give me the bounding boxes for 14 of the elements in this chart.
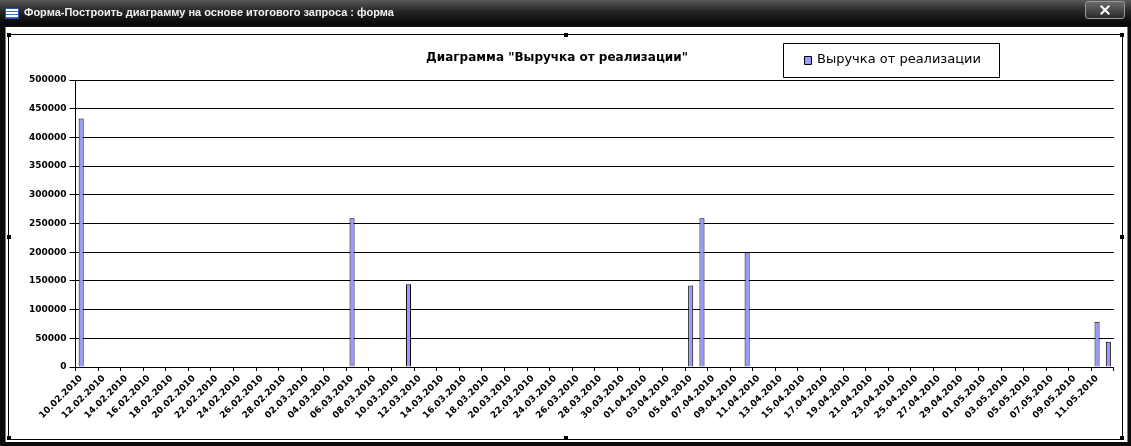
y-tick-label: 100000 xyxy=(28,303,67,314)
y-tick-label: 350000 xyxy=(28,160,67,171)
y-tick-label: 300000 xyxy=(28,189,67,200)
chart-title: Диаграмма "Выручка от реализации" xyxy=(426,50,688,65)
y-tick-label: 250000 xyxy=(28,217,67,228)
y-tick-label: 200000 xyxy=(28,246,67,257)
y-tick-label: 0 xyxy=(60,361,67,372)
y-tick-label: 500000 xyxy=(28,74,67,85)
y-tick-label: 50000 xyxy=(35,332,67,343)
legend-label: Выручка от реализации xyxy=(816,51,982,67)
text: Форма-Построить диаграмму на основе итогового запроса : форма xyxy=(24,6,394,18)
y-tick-label: 150000 xyxy=(28,275,67,286)
y-tick-label: 400000 xyxy=(28,131,67,142)
y-tick-label: 450000 xyxy=(28,103,67,114)
